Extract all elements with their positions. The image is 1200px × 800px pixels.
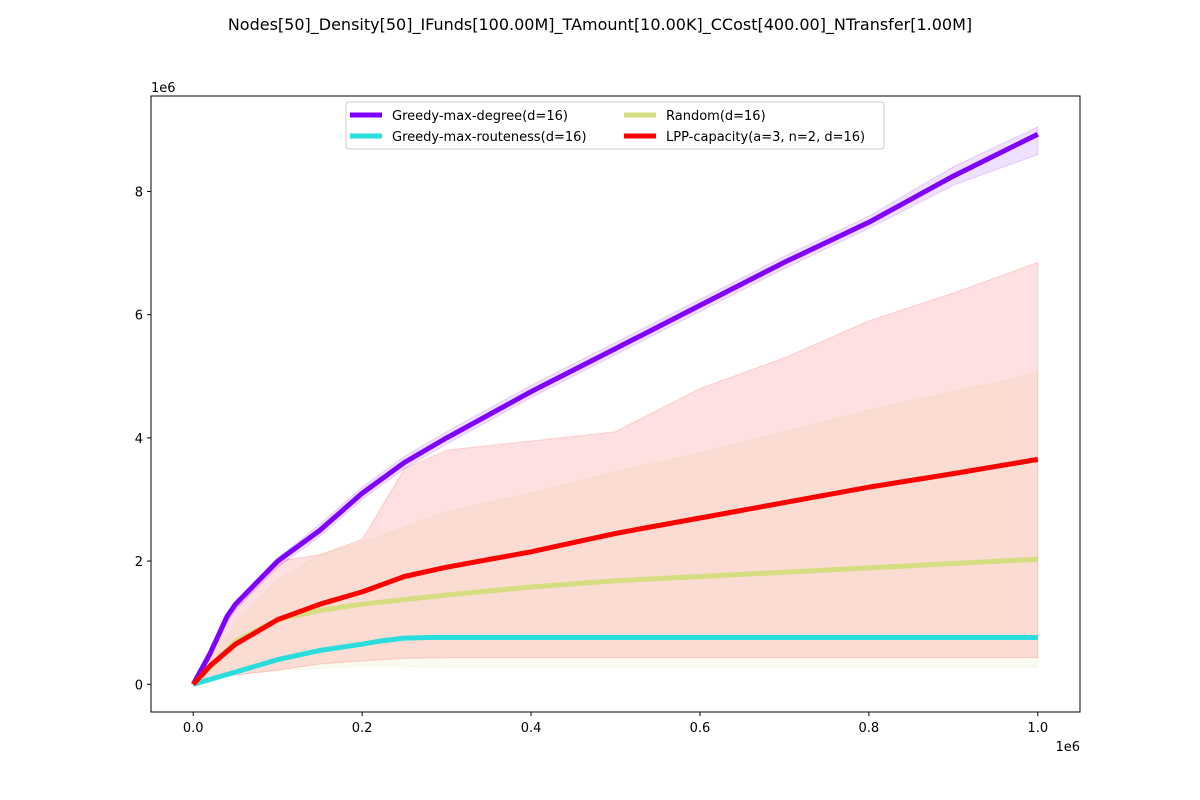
y-tick-label: 0 [135,678,143,693]
legend-label-greedy-max-routeness-d-16: Greedy-max-routeness(d=16) [392,130,587,145]
line-greedy-max-routeness-d-16 [192,635,1038,687]
band-greedy-max-degree-d-16 [192,126,1039,685]
legend-label-greedy-max-degree-d-16: Greedy-max-degree(d=16) [392,109,568,124]
legend-box [345,101,885,150]
x-tick-label: 0.2 [352,721,373,736]
series-lines [191,131,1039,687]
legend: Greedy-max-degree(d=16) Greedy-max-routen… [345,101,885,150]
line-lpp-capacity-a-3-n-2-d-16 [191,456,1039,686]
x-tick-label: 0.8 [859,721,880,736]
y-tick-label: 4 [135,432,143,447]
confidence-bands [192,126,1039,686]
y-axis-ticks: 0 2 4 6 8 [135,185,151,693]
y-tick-label: 2 [135,555,143,570]
legend-label-lpp-capacity-a-3-n-2-d-16: LPP-capacity(a=3, n=2, d=16) [666,130,865,145]
band-lpp-capacity-a-3-n-2-d-16 [192,261,1039,686]
legend-label-random-d-16: Random(d=16) [666,109,766,124]
x-axis-ticks: 0.0 0.2 0.4 0.6 0.8 1.0 [183,712,1048,736]
y-tick-label: 8 [135,185,143,200]
y-offset-label: 1e6 [151,81,176,96]
x-tick-label: 1.0 [1027,721,1048,736]
x-offset-label: 1e6 [1055,740,1080,755]
x-tick-label: 0.4 [521,721,542,736]
chart-title: Nodes[50]_Density[50]_IFunds[100.00M]_TA… [228,15,972,35]
x-tick-label: 0.0 [183,721,204,736]
line-greedy-max-degree-d-16 [191,131,1039,686]
y-tick-label: 6 [135,309,143,324]
x-tick-label: 0.6 [690,721,711,736]
axes-frame [150,95,1081,713]
band-random-d-16 [192,372,1039,686]
